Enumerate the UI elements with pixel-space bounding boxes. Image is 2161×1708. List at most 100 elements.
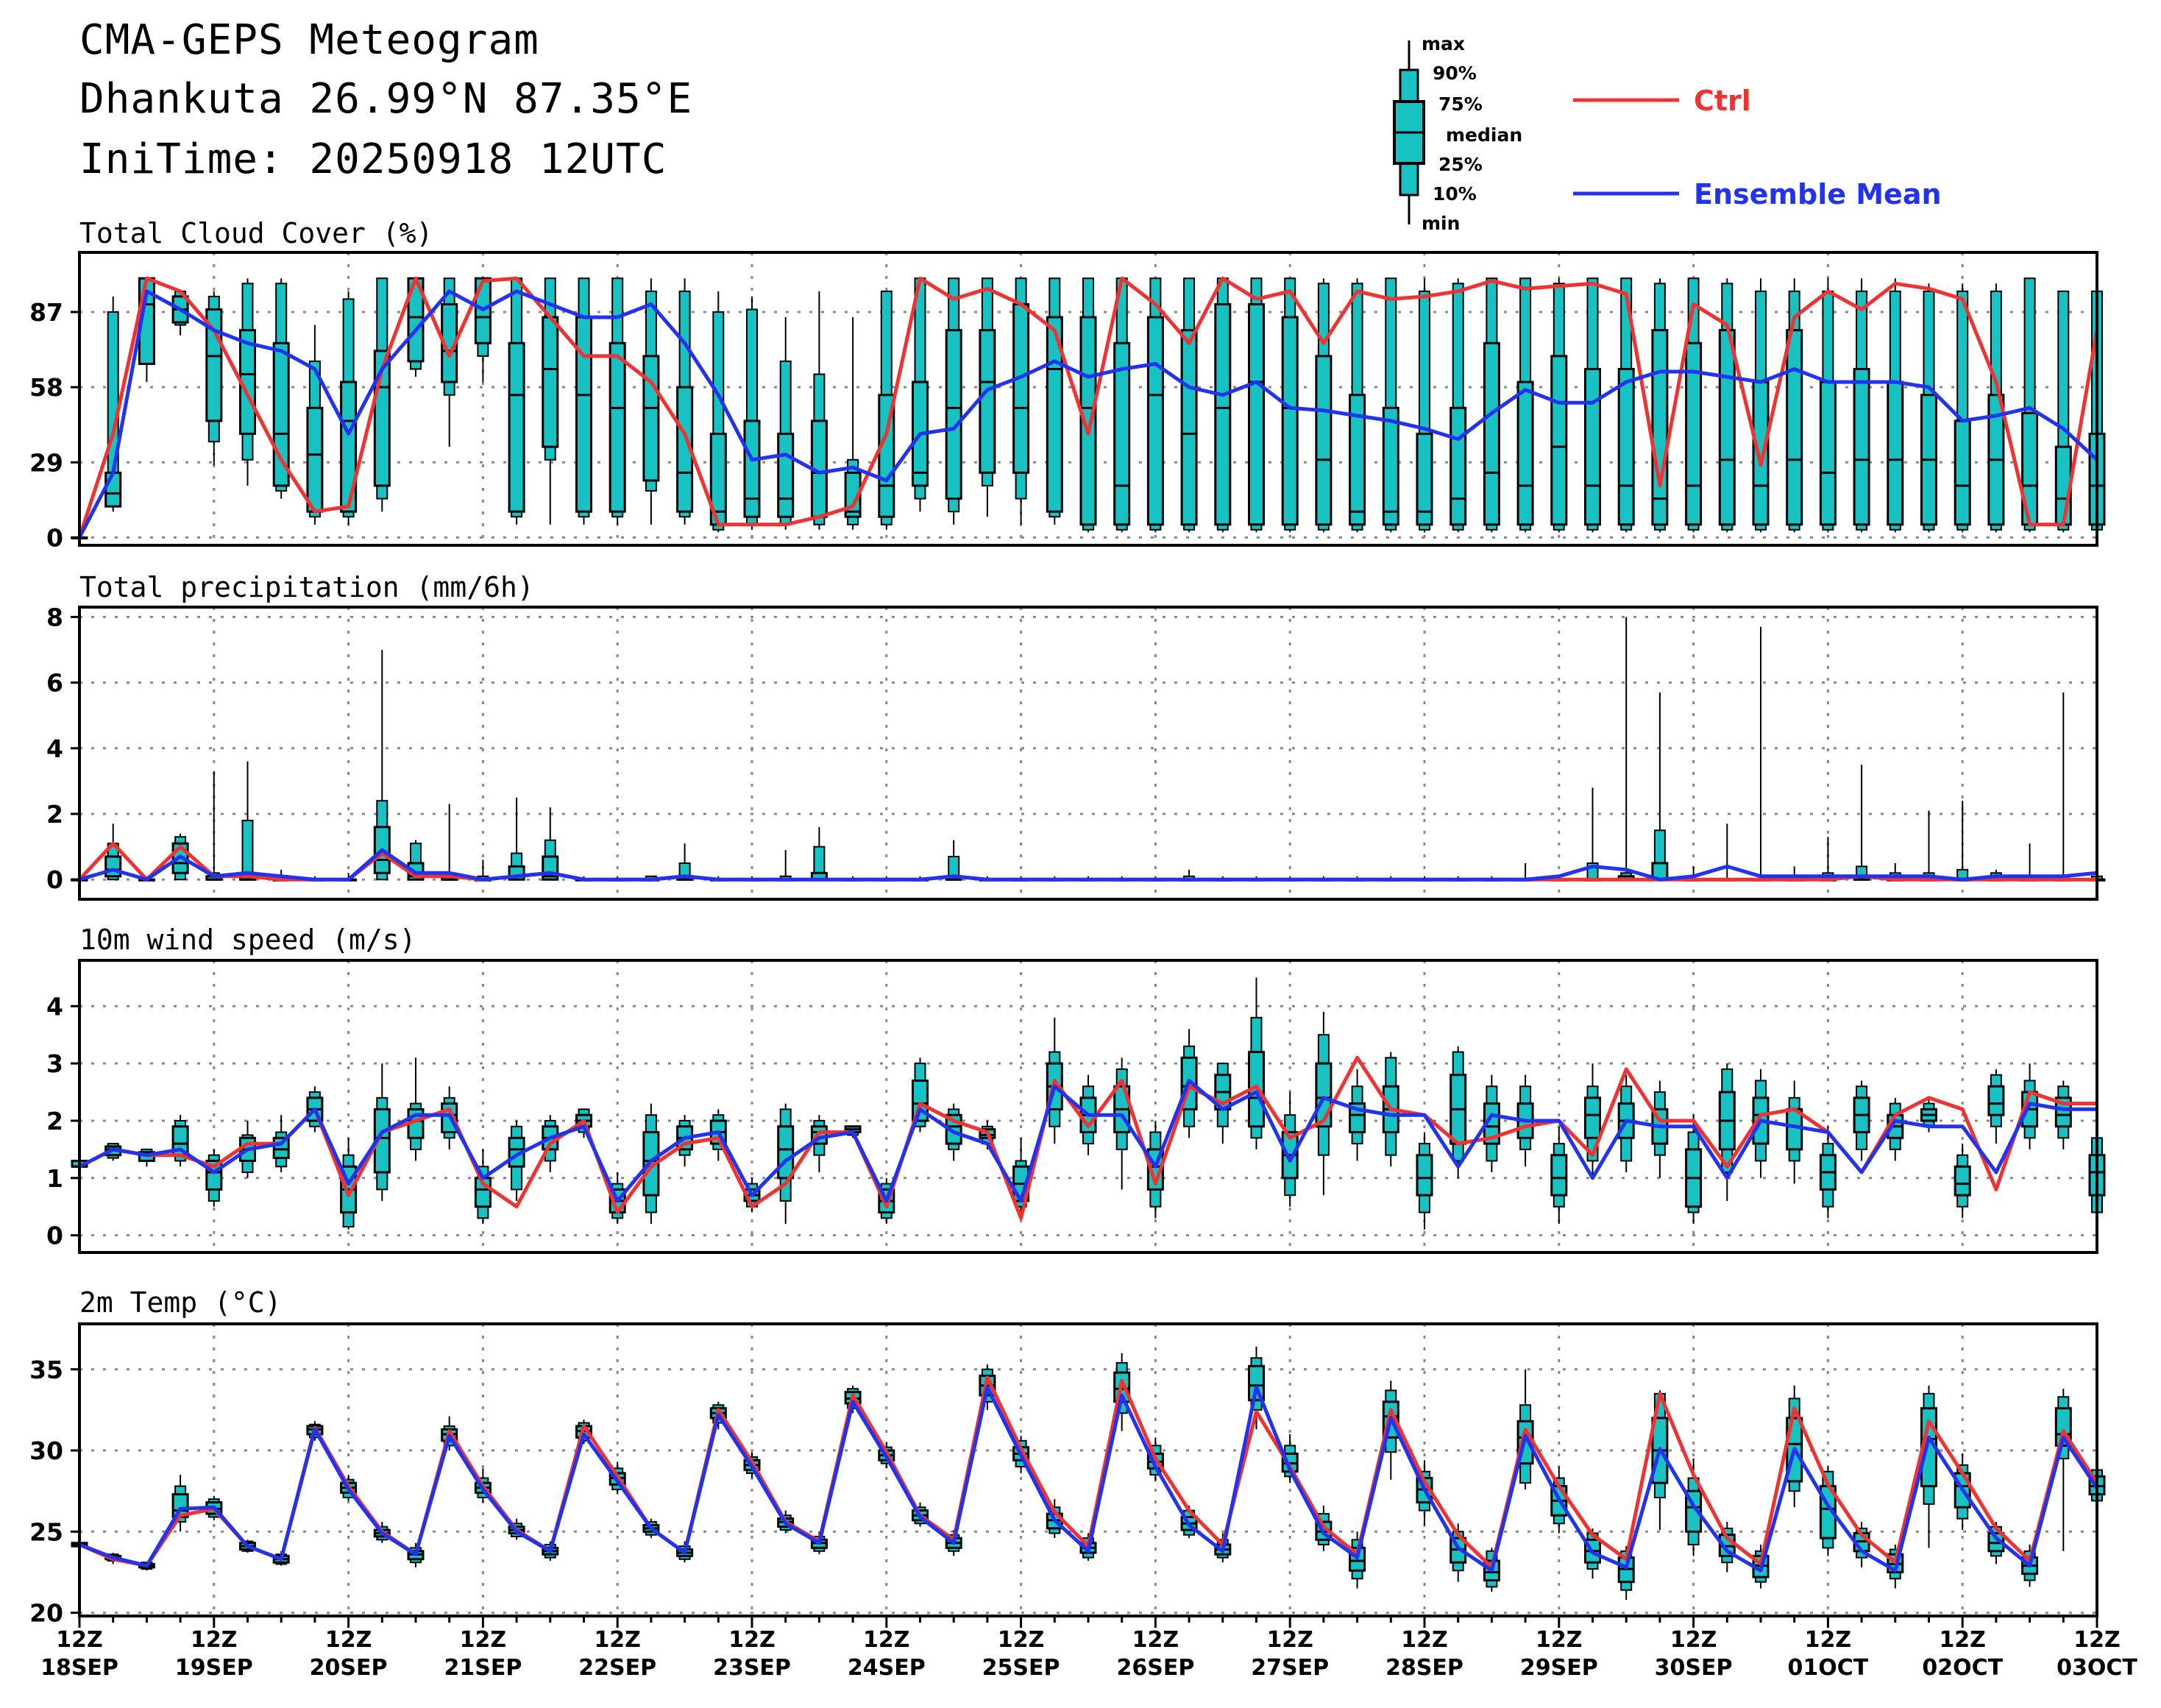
box-inner [1752, 380, 1770, 526]
box-45 [1584, 277, 1601, 533]
x-tick-label-hour: 12Z [728, 1627, 776, 1653]
box-28 [1012, 277, 1030, 525]
box-inner [1214, 302, 1232, 526]
y-tick-label: 25 [29, 1517, 63, 1546]
y-tick-label: 8 [46, 603, 63, 631]
box-inner [1550, 355, 1568, 526]
y-tick-label: 0 [46, 865, 63, 894]
x-tick-label-hour: 12Z [998, 1627, 1045, 1653]
x-tick-label-hour: 12Z [594, 1627, 641, 1653]
panel-title: 10m wind speed (m/s) [79, 924, 416, 956]
ensemble-mean-line [78, 1079, 2097, 1203]
box-19 [709, 291, 727, 533]
ctrl-line [77, 276, 2099, 539]
box-27 [979, 277, 996, 517]
box-53 [1853, 278, 1870, 533]
box-37 [1315, 1012, 1333, 1196]
x-tick-label-date: 24SEP [848, 1655, 926, 1681]
box-46 [1617, 277, 1635, 533]
box-47 [1651, 692, 1669, 881]
box-inner [1651, 329, 1669, 526]
box-53 [1853, 765, 1870, 881]
box-4 [205, 291, 223, 465]
box-51 [1786, 1385, 1803, 1508]
panel-title: Total Cloud Cover (%) [79, 217, 433, 249]
box-54 [1887, 278, 1904, 533]
panel-frame [78, 606, 2098, 901]
box-inner [104, 855, 122, 878]
box-inner [1516, 380, 1534, 526]
box-41 [1449, 1046, 1467, 1178]
legend-box-label: 75% [1438, 93, 1483, 115]
init-time-label: IniTime: 20250918 12UTC [79, 135, 667, 183]
box-inner [608, 341, 626, 513]
chart-title: CMA-GEPS Meteogram [79, 16, 539, 64]
box-inner [1180, 329, 1198, 526]
legend-box-label: min [1422, 213, 1460, 234]
box-inner [272, 341, 290, 487]
box-2 [138, 277, 155, 383]
box-36 [1281, 277, 1299, 533]
x-tick-label-hour: 12Z [2073, 1627, 2121, 1653]
y-tick-label: 6 [46, 669, 63, 698]
y-tick-label: 29 [29, 448, 63, 477]
x-tick-label-hour: 12Z [56, 1627, 103, 1653]
box-inner [1483, 341, 1500, 526]
box-58 [2021, 277, 2039, 533]
panel-title: Total precipitation (mm/6h) [79, 571, 534, 603]
box-47 [1651, 1080, 1669, 1178]
box-inner [777, 1125, 795, 1180]
box-33 [1180, 277, 1198, 533]
box-inner [945, 329, 962, 500]
x-tick-label-date: 20SEP [310, 1655, 388, 1681]
box-inner [1416, 1154, 1433, 1197]
panel-title: 2m Temp (°C) [79, 1286, 282, 1319]
box-inner [1349, 394, 1366, 526]
box-40 [1416, 278, 1433, 533]
box-56 [1954, 801, 1971, 882]
y-tick-label: 3 [46, 1049, 63, 1078]
ctrl-line [78, 1055, 2097, 1220]
box-15 [575, 277, 592, 525]
panel-4: 2m Temp (°C) 20 25 30 35 [29, 1286, 2106, 1628]
box-52 [1819, 1126, 1837, 1219]
panel-1: Total Cloud Cover (%) 0 29 58 87 [29, 217, 2106, 552]
box-inner [1887, 380, 1904, 526]
box-7 [306, 325, 324, 525]
box-49 [1718, 278, 1736, 533]
box-41 [1449, 278, 1467, 533]
box-11 [441, 804, 458, 881]
box-38 [1349, 1069, 1366, 1161]
box-55 [1920, 810, 1937, 882]
box-55 [1920, 283, 1937, 533]
box-35 [1248, 277, 1265, 533]
box-20 [743, 296, 761, 530]
x-tick-label-date: 28SEP [1385, 1655, 1463, 1681]
x-tick-label-hour: 12Z [460, 1627, 507, 1653]
box-inner [1786, 329, 1803, 526]
box-inner [1079, 316, 1097, 526]
box-13 [508, 277, 525, 525]
box-inner [542, 316, 559, 448]
box-32 [1146, 277, 1164, 533]
x-tick-label-hour: 12Z [1132, 1627, 1179, 1653]
box-21 [777, 317, 795, 530]
x-tick-label-date: 27SEP [1251, 1655, 1329, 1681]
box-inner [1416, 433, 1433, 526]
y-tick-label: 0 [46, 1222, 63, 1250]
box-35 [1248, 977, 1265, 1149]
box-59 [2054, 692, 2072, 882]
box-inner [1819, 380, 1837, 526]
box-inner [508, 341, 525, 513]
box-22 [810, 826, 828, 881]
box-inner [340, 380, 358, 513]
panels: Total Cloud Cover (%) 0 29 58 87 Total precip… [29, 217, 2106, 1628]
box-inner [1146, 316, 1164, 526]
x-tick-label-date: 01OCT [1788, 1655, 1869, 1681]
panel-frame [78, 251, 2098, 547]
ensemble-mean-line [79, 848, 2098, 882]
box-inner [1954, 419, 1971, 526]
box-44 [1550, 1126, 1568, 1225]
box-inner [575, 316, 592, 513]
box-11 [441, 277, 458, 447]
